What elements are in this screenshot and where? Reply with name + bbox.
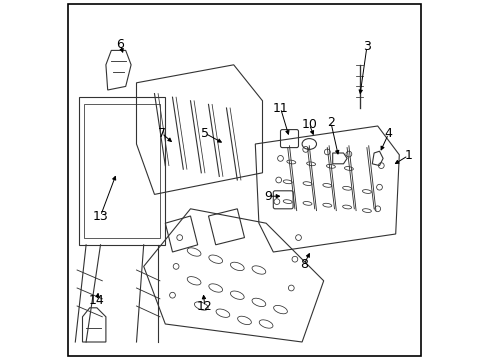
Text: 5: 5 bbox=[201, 127, 208, 140]
Text: 2: 2 bbox=[326, 116, 334, 129]
Text: 3: 3 bbox=[362, 40, 370, 53]
Text: 11: 11 bbox=[272, 102, 288, 114]
Text: 4: 4 bbox=[384, 127, 392, 140]
Text: 14: 14 bbox=[89, 294, 104, 307]
Text: 9: 9 bbox=[264, 190, 271, 203]
Text: 1: 1 bbox=[404, 149, 411, 162]
Text: 6: 6 bbox=[116, 38, 124, 51]
Text: 12: 12 bbox=[197, 300, 212, 313]
Text: 10: 10 bbox=[301, 118, 317, 131]
Text: 8: 8 bbox=[299, 258, 307, 271]
Text: 7: 7 bbox=[157, 127, 165, 140]
Text: 13: 13 bbox=[92, 210, 108, 222]
